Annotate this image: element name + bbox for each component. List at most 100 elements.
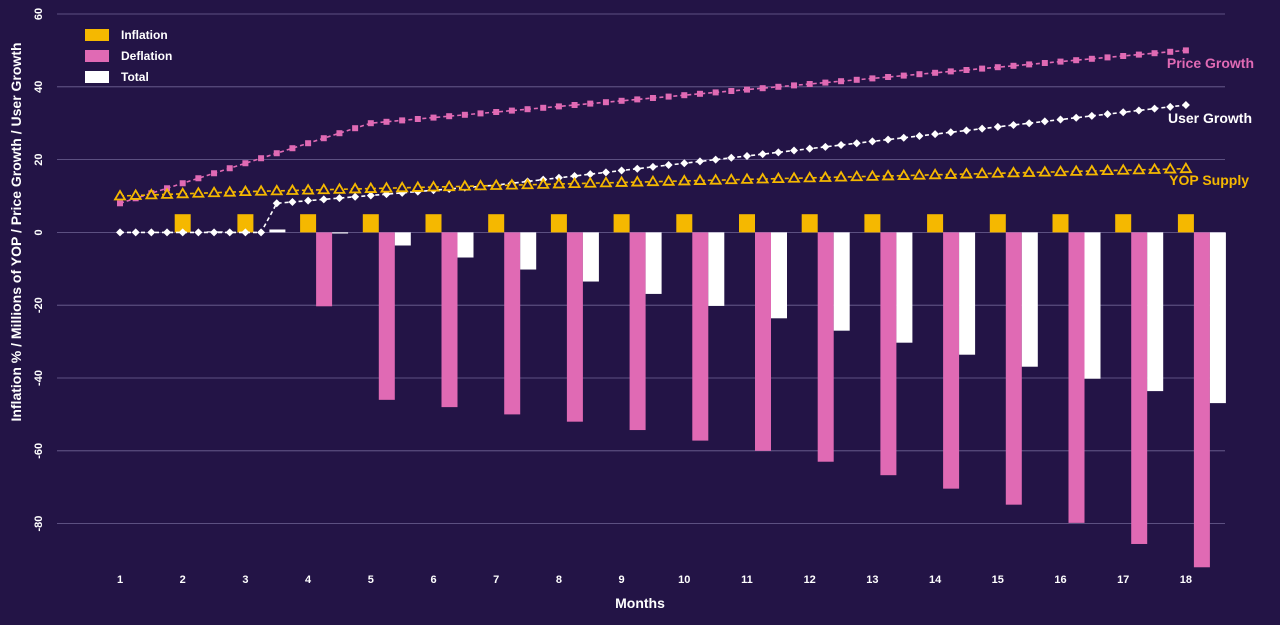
x-tick-label: 14 (929, 574, 942, 586)
bar-inflation (237, 214, 254, 233)
marker-price-growth (916, 71, 923, 78)
marker-user-growth (946, 128, 955, 137)
marker-price-growth (791, 82, 798, 89)
marker-price-growth (555, 103, 562, 110)
marker-yop-supply (442, 179, 456, 192)
marker-price-growth (508, 107, 515, 114)
marker-user-growth (680, 159, 689, 168)
marker-yop-supply (756, 172, 770, 184)
marker-yop-supply (223, 185, 237, 197)
bar-total (582, 232, 599, 282)
marker-user-growth (1103, 110, 1112, 119)
bar-inflation (550, 214, 567, 233)
marker-user-growth (131, 228, 140, 237)
bar-total (520, 232, 537, 270)
marker-yop-supply (254, 184, 268, 196)
marker-price-growth (414, 116, 421, 122)
marker-price-growth (1167, 48, 1174, 55)
marker-price-growth (822, 79, 829, 86)
bar-inflation (300, 214, 317, 233)
marker-user-growth (225, 228, 234, 237)
y-tick-labels: -80 -60 -40 -20 0 20 40 60 (33, 8, 45, 532)
x-tick-labels: 1 2 3 4 5 6 7 8 9 10 11 12 13 14 15 16 17 18 (117, 574, 1192, 586)
marker-price-growth (305, 140, 312, 147)
x-tick-label: 5 (368, 574, 374, 586)
bar-total (269, 229, 286, 233)
marker-user-growth (633, 164, 642, 173)
marker-price-growth (1104, 54, 1111, 61)
marker-user-growth (868, 137, 877, 146)
marker-user-growth (648, 162, 657, 171)
y-tick-label: -80 (33, 516, 45, 532)
marker-price-growth (885, 74, 892, 80)
marker-price-growth (211, 170, 218, 177)
bar-inflation (1115, 214, 1132, 233)
legend-label-total: Total (121, 70, 149, 84)
marker-yop-supply (583, 176, 597, 188)
legend-label-deflation: Deflation (121, 49, 172, 63)
marker-yop-supply (489, 178, 503, 190)
marker-price-growth (712, 89, 719, 96)
series-lines (113, 47, 1193, 237)
bar-inflation (927, 214, 944, 233)
marker-yop-supply (176, 187, 190, 199)
marker-user-growth (743, 151, 751, 160)
marker-user-growth (194, 228, 203, 237)
bar-inflation (801, 214, 818, 233)
marker-yop-supply (850, 169, 864, 182)
marker-user-growth (1087, 111, 1096, 120)
marker-price-growth (587, 100, 594, 107)
marker-yop-supply (1006, 166, 1021, 178)
legend: Inflation Deflation Total (85, 28, 172, 84)
marker-user-growth (617, 166, 626, 175)
bar-deflation (1068, 232, 1085, 523)
x-tick-label: 8 (556, 574, 562, 586)
marker-price-growth (634, 96, 641, 103)
marker-price-growth (399, 117, 406, 124)
marker-price-growth (524, 106, 531, 113)
y-tick-label: 60 (33, 8, 45, 20)
marker-yop-supply (646, 174, 660, 187)
marker-yop-supply (1147, 162, 1162, 174)
marker-price-growth (242, 160, 249, 167)
marker-yop-supply (238, 184, 252, 197)
marker-user-growth (288, 197, 297, 206)
marker-price-growth (430, 114, 437, 121)
y-tick-label: 20 (33, 153, 45, 165)
bar-total (708, 232, 725, 306)
marker-yop-supply (332, 182, 347, 194)
marker-price-growth (1041, 60, 1048, 66)
marker-yop-supply (630, 175, 644, 187)
marker-user-growth (147, 228, 156, 237)
marker-yop-supply (709, 173, 723, 185)
marker-yop-supply (568, 176, 582, 189)
marker-yop-supply (301, 183, 315, 195)
marker-price-growth (540, 104, 547, 111)
marker-price-growth (352, 125, 359, 132)
marker-yop-supply (865, 169, 879, 181)
marker-user-growth (1025, 119, 1034, 128)
bar-inflation (989, 214, 1006, 233)
x-tick-label: 7 (493, 574, 499, 586)
bar-total (896, 232, 913, 343)
marker-yop-supply (615, 175, 629, 187)
bar-deflation (441, 232, 458, 408)
bar-deflation (378, 232, 395, 400)
marker-yop-supply (285, 183, 299, 195)
bar-inflation (864, 214, 881, 233)
marker-yop-supply (191, 186, 205, 198)
marker-yop-supply (897, 168, 911, 180)
x-tick-label: 13 (866, 574, 878, 586)
marker-user-growth (664, 161, 673, 170)
marker-user-growth (790, 146, 799, 155)
marker-yop-supply (1179, 161, 1193, 174)
marker-user-growth (1134, 106, 1143, 115)
marker-yop-supply (818, 170, 832, 182)
marker-price-growth (775, 83, 782, 90)
marker-user-growth (586, 170, 595, 179)
marker-user-growth (1072, 113, 1081, 122)
marker-yop-supply (364, 181, 378, 193)
bar-total (771, 232, 787, 319)
marker-yop-supply (379, 181, 394, 193)
